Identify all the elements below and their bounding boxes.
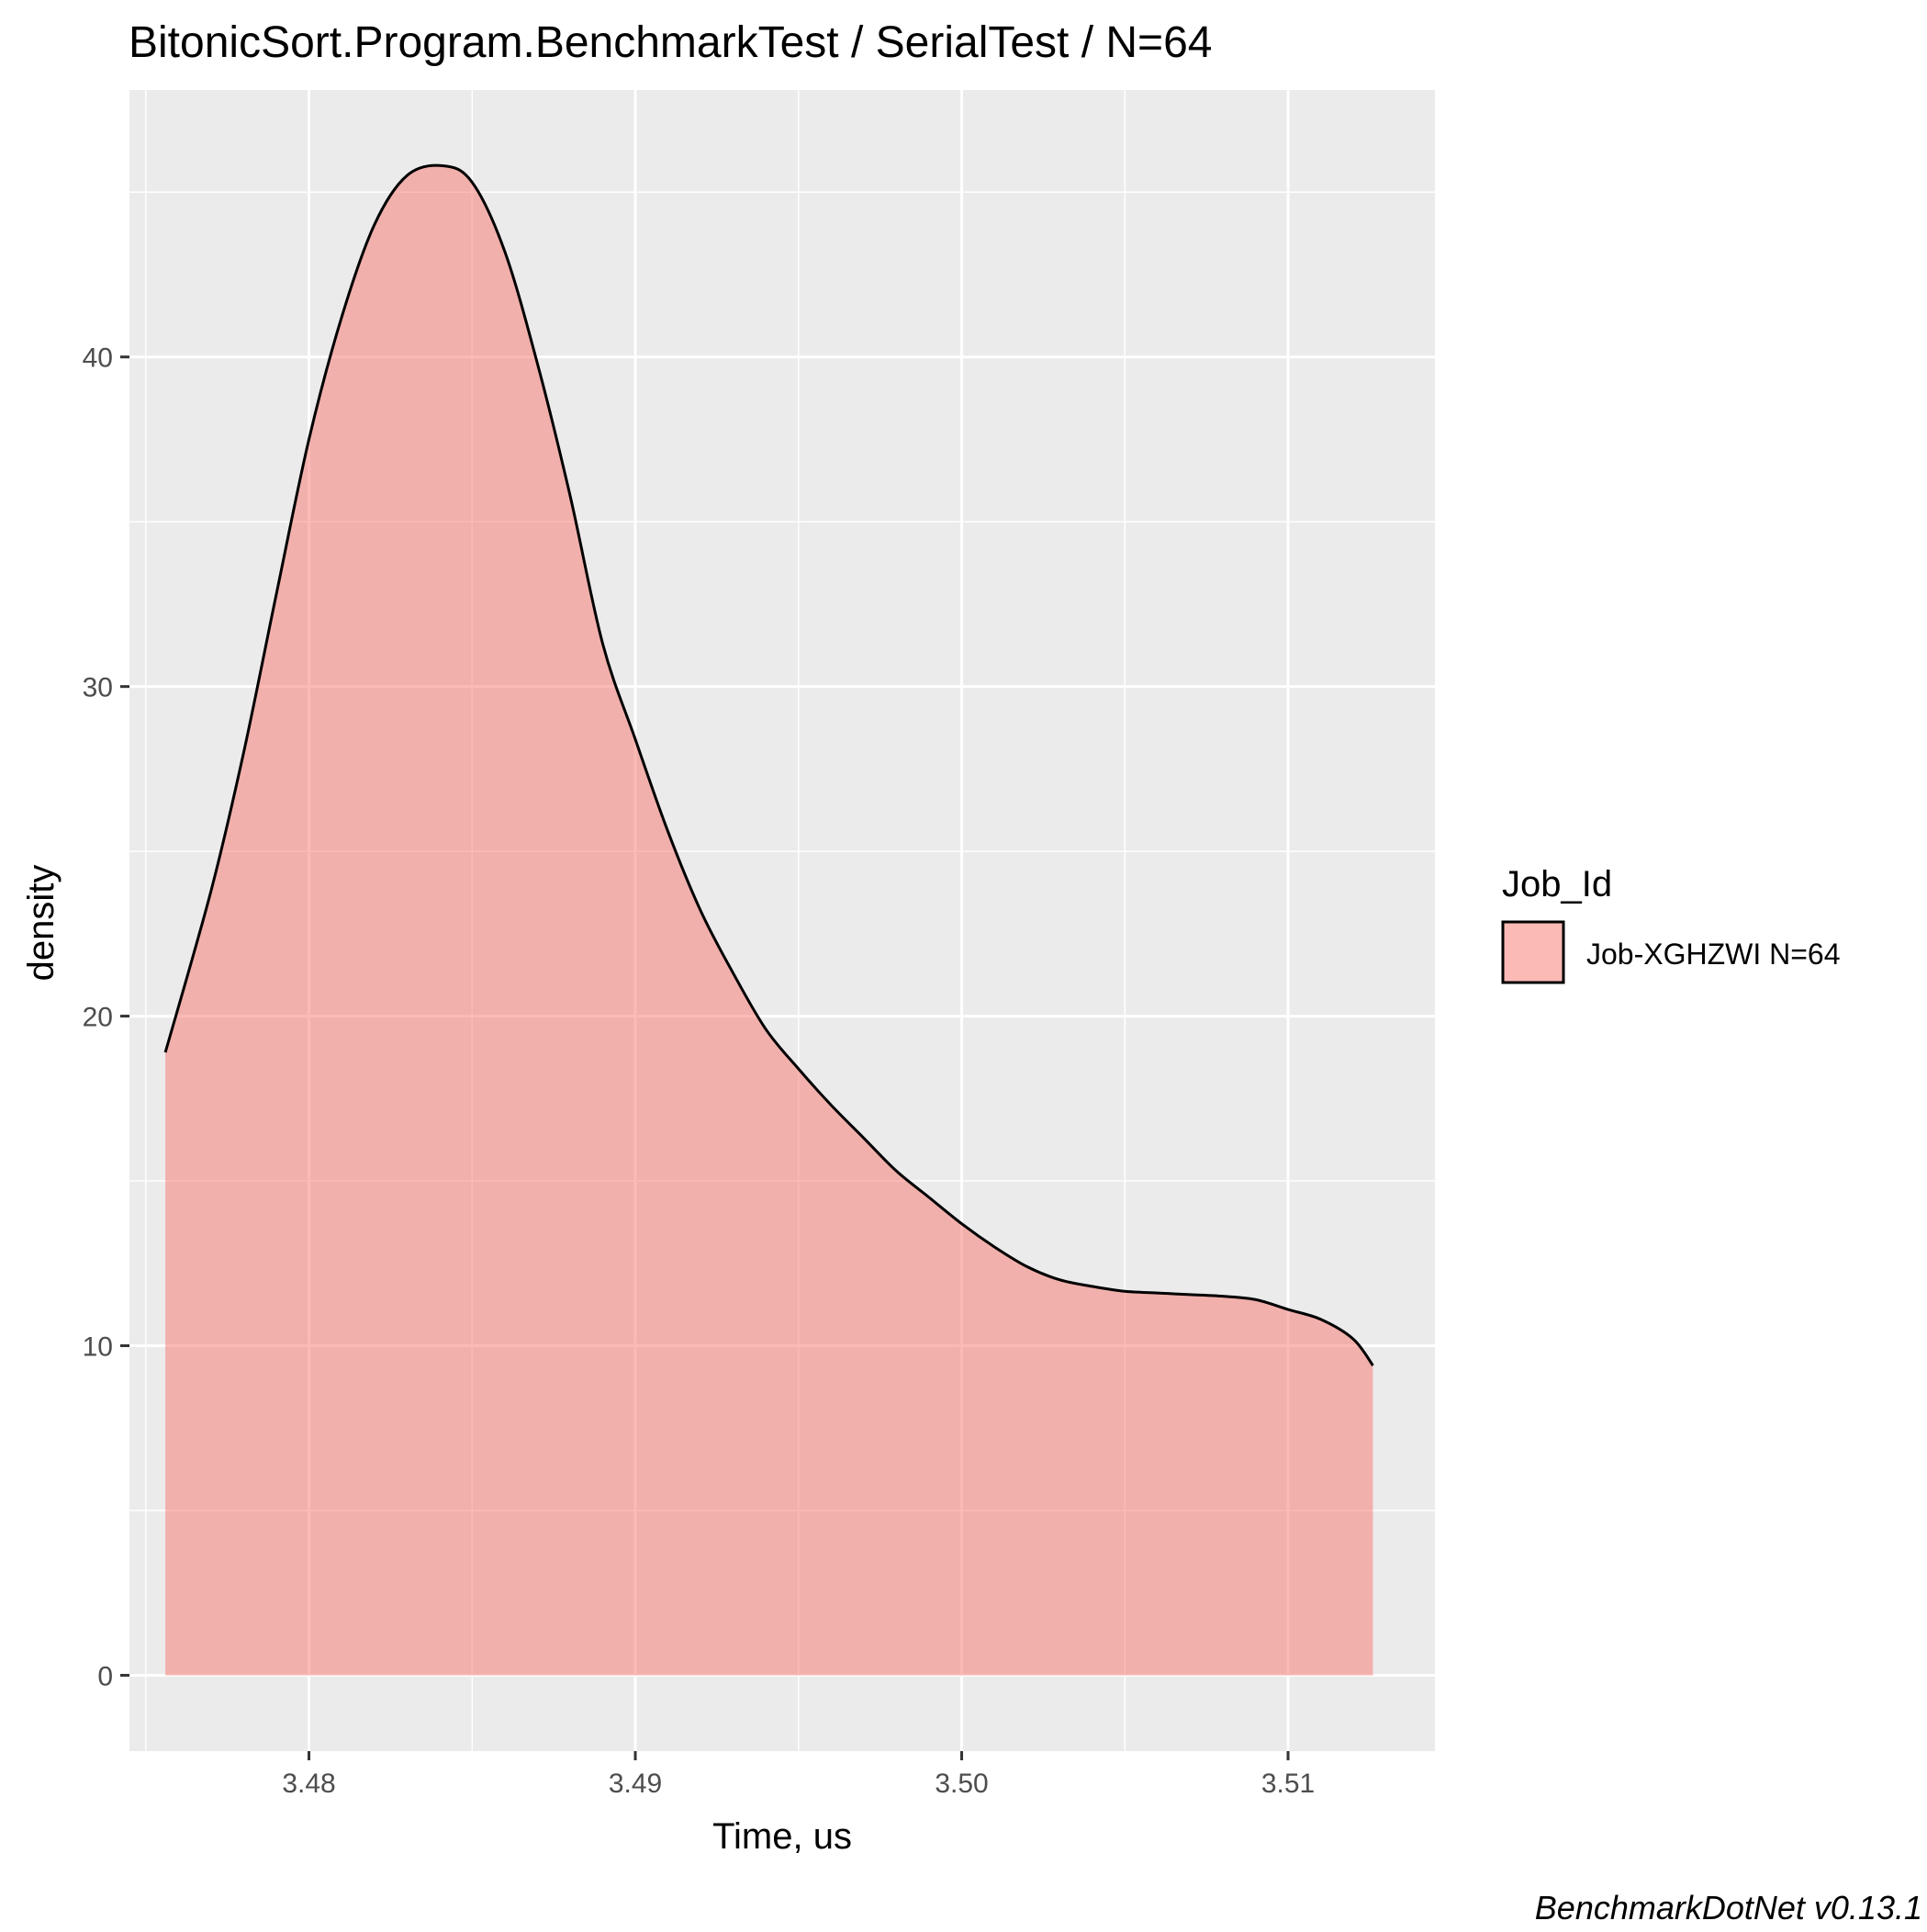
y-tick-label: 40 [83,343,113,374]
x-tick-label: 3.51 [1261,1769,1315,1799]
series-layer [163,163,1374,1676]
y-tick-label: 20 [83,1003,113,1033]
axis-ticks: 0 10 20 30 40 3.48 3.49 3.50 3.51 [83,343,1316,1799]
legend-title: Job_Id [1502,864,1612,904]
legend-entry-label: Job-XGHZWI N=64 [1586,938,1841,971]
y-tick-label: 30 [83,673,113,703]
density-area-fill [165,165,1373,1676]
x-tick-label: 3.48 [282,1769,335,1799]
x-axis-title: Time, us [712,1816,852,1857]
chart-title: BitonicSort.Program.BenchmarkTest / Seri… [129,18,1212,67]
y-tick-label: 10 [83,1332,113,1363]
y-tick-label: 0 [97,1661,113,1691]
density-curve-line [163,163,1374,1366]
y-axis-title: density [21,865,62,982]
x-tick-label: 3.49 [609,1769,662,1799]
legend: Job_Id Job-XGHZWI N=64 [1501,864,1841,984]
legend-key-swatch [1501,920,1565,984]
caption: BenchmarkDotNet v0.13.1 [1535,1889,1922,1926]
x-tick-label: 3.50 [935,1769,988,1799]
